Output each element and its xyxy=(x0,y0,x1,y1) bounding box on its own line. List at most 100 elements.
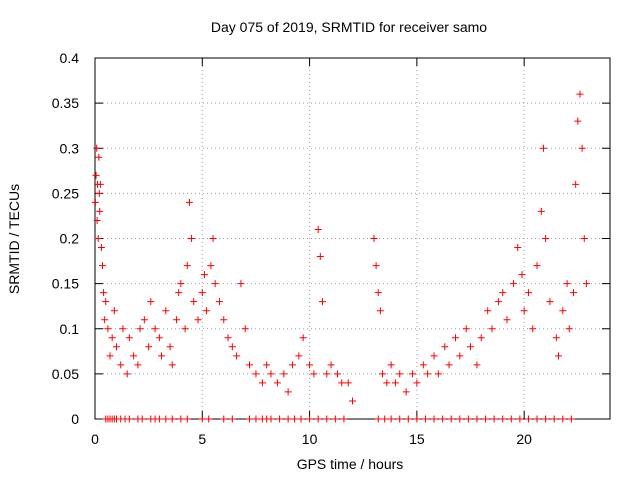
data-point xyxy=(209,235,217,242)
data-point xyxy=(263,361,271,369)
data-point xyxy=(291,415,299,423)
data-point xyxy=(404,415,412,423)
data-point xyxy=(516,415,524,423)
data-point xyxy=(430,352,438,360)
data-point xyxy=(344,379,352,387)
data-point xyxy=(391,379,399,387)
data-point xyxy=(237,280,245,288)
data-point xyxy=(173,316,181,324)
data-point xyxy=(565,325,573,333)
data-point xyxy=(372,262,380,270)
data-point xyxy=(168,415,176,423)
data-point xyxy=(93,144,101,152)
data-point xyxy=(155,415,163,423)
data-point xyxy=(574,117,582,125)
data-point xyxy=(396,415,404,423)
data-point xyxy=(533,262,541,270)
data-point xyxy=(529,325,537,333)
data-point xyxy=(520,307,528,315)
data-point xyxy=(570,289,578,297)
data-point xyxy=(92,171,100,179)
data-point xyxy=(462,325,470,333)
data-point xyxy=(93,216,101,224)
data-point xyxy=(559,415,567,423)
data-point xyxy=(490,415,498,423)
data-point xyxy=(99,262,107,270)
data-point xyxy=(106,352,114,360)
data-point xyxy=(138,415,146,423)
data-point xyxy=(409,370,417,378)
axis-ticks: 0 0.05 0.1 0.15 0.2 0.25 0.3 0.35 0.4 0 5 10 15 20 xyxy=(52,50,610,447)
data-point xyxy=(374,415,382,423)
data-point xyxy=(374,289,382,297)
data-point xyxy=(507,415,515,423)
data-point xyxy=(134,361,142,369)
data-point xyxy=(477,334,485,342)
data-point xyxy=(338,379,346,387)
data-point xyxy=(299,334,307,342)
grid xyxy=(95,58,610,419)
data-point xyxy=(323,370,331,378)
data-point xyxy=(246,361,253,369)
data-point xyxy=(387,415,395,423)
data-point xyxy=(572,180,580,188)
data-point xyxy=(456,415,464,423)
data-point xyxy=(430,415,438,423)
data-point xyxy=(183,415,191,423)
data-point xyxy=(314,225,322,233)
data-point xyxy=(96,207,104,215)
data-point xyxy=(316,253,324,261)
x-tick-label: 0 xyxy=(91,431,99,447)
y-tick-label: 0.2 xyxy=(60,231,80,247)
data-point xyxy=(233,352,241,360)
x-tick-label: 10 xyxy=(302,431,318,447)
data-point xyxy=(402,388,410,396)
y-axis-label: SRMTID / TECUs xyxy=(6,184,22,294)
data-point xyxy=(539,144,547,152)
data-point xyxy=(452,334,459,342)
data-point xyxy=(555,352,562,360)
data-point xyxy=(379,370,387,378)
data-point xyxy=(576,90,584,98)
data-point xyxy=(419,361,427,369)
data-point xyxy=(349,397,356,405)
data-point xyxy=(168,361,176,369)
data-point xyxy=(91,198,99,206)
data-point xyxy=(542,415,550,423)
data-point xyxy=(413,415,421,423)
data-point xyxy=(158,352,166,360)
data-point xyxy=(310,370,318,378)
data-point xyxy=(333,370,341,378)
data-point xyxy=(220,316,228,324)
data-point xyxy=(387,361,395,369)
data-point xyxy=(190,298,198,306)
data-point xyxy=(207,262,215,270)
data-point xyxy=(563,280,571,288)
data-point xyxy=(306,415,314,423)
data-point xyxy=(228,415,236,423)
data-point xyxy=(467,343,475,351)
data-point xyxy=(578,144,586,152)
data-point xyxy=(297,415,305,423)
data-point xyxy=(125,334,133,342)
data-point xyxy=(211,280,219,288)
chart-title: Day 075 of 2019, SRMTID for receiver sam… xyxy=(211,19,487,35)
data-point xyxy=(188,235,196,242)
data-point xyxy=(162,307,170,315)
data-point xyxy=(482,415,490,423)
y-tick-label: 0.25 xyxy=(52,185,79,201)
data-point xyxy=(424,370,432,378)
y-tick-label: 0.4 xyxy=(60,50,80,66)
data-point xyxy=(447,415,455,423)
data-point xyxy=(499,289,507,297)
data-point xyxy=(155,334,163,342)
data-point xyxy=(252,370,260,378)
data-point xyxy=(276,415,284,423)
data-point xyxy=(246,415,253,423)
data-point xyxy=(499,415,507,423)
x-axis-label: GPS time / hours xyxy=(297,456,404,472)
data-point xyxy=(445,361,453,369)
data-point xyxy=(181,325,189,333)
data-point xyxy=(280,370,288,378)
data-point xyxy=(488,325,496,333)
